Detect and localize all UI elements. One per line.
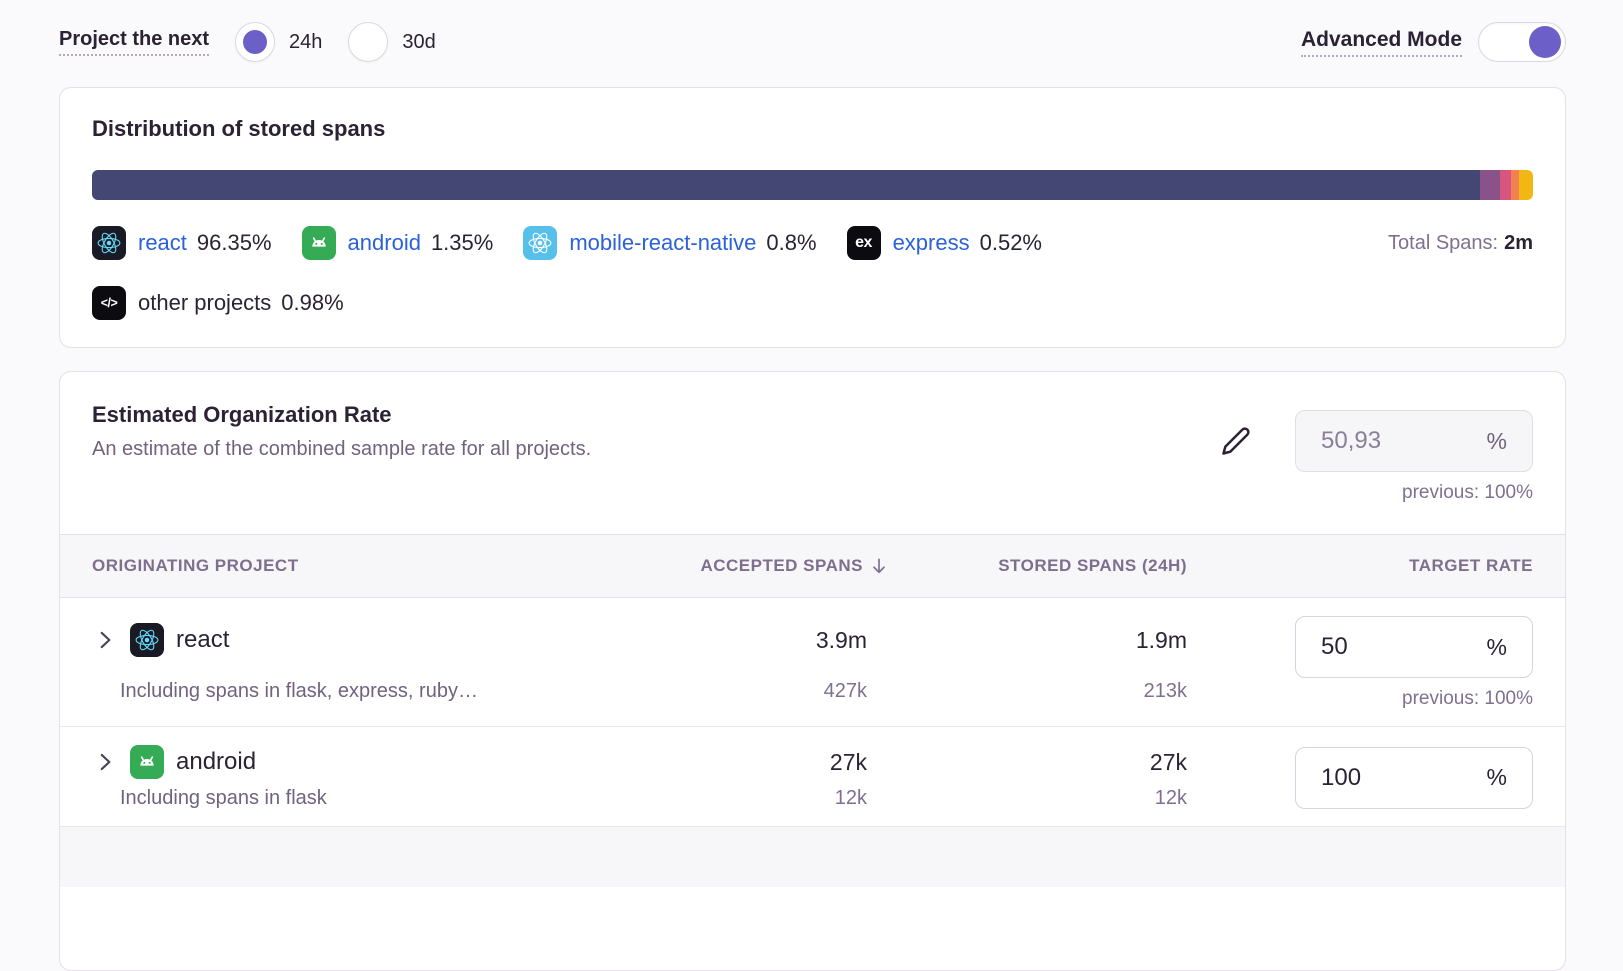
target-rate-input-react[interactable] (1321, 633, 1451, 661)
org-rate-panel: Estimated Organization Rate An estimate … (59, 371, 1566, 971)
legend-link-mobile-react-native[interactable]: mobile-react-native (569, 230, 757, 255)
legend-link-react[interactable]: react (138, 230, 187, 255)
target-rate-input-group-react: % (1295, 616, 1533, 678)
accepted-spans-value: 3.9m (815, 626, 867, 653)
accepted-spans-subvalue: 12k (834, 787, 867, 809)
stored-spans-subvalue: 12k (1154, 787, 1187, 809)
legend-link-android[interactable]: android (347, 230, 421, 255)
org-rate-input-group: % (1295, 410, 1533, 472)
legend-item-android: android 1.35% (301, 226, 494, 260)
expand-chevron-android[interactable] (92, 749, 118, 775)
total-spans-value: 2m (1504, 231, 1533, 254)
col-header-stored-spans: STORED SPANS (24H) (998, 556, 1187, 575)
sort-descending-icon (873, 558, 885, 574)
project-name: react (176, 626, 230, 654)
advanced-mode-toggle[interactable] (1478, 22, 1566, 62)
android-platform-icon (130, 745, 164, 779)
table-row-react: react 3.9m 1.9m % previous: 100% Includi… (60, 598, 1565, 727)
target-rate-input-group-android: % (1295, 746, 1533, 809)
org-rate-previous: previous: 100% (1402, 482, 1533, 503)
table-header: ORIGINATING PROJECT ACCEPTED SPANS STORE… (60, 534, 1565, 598)
react-native-platform-icon (523, 226, 558, 260)
target-rate-unit: % (1486, 764, 1507, 790)
project-subtext: Including spans in flask, express, ruby… (120, 679, 478, 702)
legend-pct-other-projects: 0.98% (281, 290, 344, 315)
legend-pct-mobile-react-native: 0.8% (766, 230, 817, 255)
express-platform-icon: ex (846, 226, 881, 260)
org-rate-header: Estimated Organization Rate An estimate … (60, 372, 1565, 504)
toggle-knob (1529, 26, 1561, 58)
target-rate-unit: % (1486, 633, 1507, 660)
org-rate-description: An estimate of the combined sample rate … (92, 438, 592, 460)
total-spans: Total Spans: 2m (1388, 232, 1533, 255)
sampling-table: ORIGINATING PROJECT ACCEPTED SPANS STORE… (60, 534, 1565, 887)
legend-row-1: react 96.35% android 1.35% mobile-react-… (92, 226, 1533, 260)
target-rate-input-android[interactable] (1321, 763, 1451, 792)
stored-spans-value: 27k (1149, 748, 1187, 775)
expand-chevron-react[interactable] (92, 627, 118, 653)
bar-segment-other[interactable] (1518, 170, 1533, 200)
bar-segment-mobile-react-native[interactable] (1499, 170, 1512, 200)
legend-item-mobile-react-native: mobile-react-native 0.8% (523, 226, 817, 260)
react-platform-icon (130, 623, 164, 658)
radio-24h-label: 24h (289, 30, 323, 53)
legend-pct-react: 96.35% (196, 230, 272, 255)
topbar: Project the next 24h 30d Advanced Mode (0, 0, 1623, 62)
bar-segment-express[interactable] (1511, 170, 1519, 200)
bar-segment-react[interactable] (92, 170, 1481, 200)
android-platform-icon (301, 226, 336, 260)
edit-pencil-icon[interactable] (1221, 426, 1251, 456)
react-platform-icon (92, 226, 126, 260)
stored-spans-value: 1.9m (1135, 626, 1187, 653)
project-the-next-label[interactable]: Project the next (59, 28, 210, 56)
radio-24h[interactable] (235, 22, 276, 62)
project-name: android (176, 748, 257, 775)
legend-item-express: ex express 0.52% (846, 226, 1042, 260)
distribution-panel: Distribution of stored spans react 96.35… (59, 87, 1566, 348)
legend-pct-android: 1.35% (430, 230, 494, 255)
col-header-target-rate: TARGET RATE (1409, 556, 1533, 575)
org-rate-title: Estimated Organization Rate (92, 402, 392, 427)
radio-option-24h[interactable]: 24h (235, 22, 322, 62)
table-row-android: android 27k 27k % Including spans in fla… (60, 727, 1565, 827)
accepted-spans-subvalue: 427k (823, 679, 867, 702)
legend-item-react: react 96.35% (92, 226, 272, 260)
radio-option-30d[interactable]: 30d (348, 22, 436, 62)
bar-segment-android[interactable] (1480, 170, 1500, 200)
target-rate-previous-react: previous: 100% (1402, 688, 1533, 709)
legend-link-express[interactable]: express (892, 230, 970, 255)
legend-row-2: </> other projects 0.98% (92, 286, 1533, 320)
stored-spans-subvalue: 213k (1143, 679, 1187, 702)
period-radio-group: 24h 30d (235, 22, 436, 62)
code-icon: </> (92, 286, 126, 320)
distribution-title: Distribution of stored spans (92, 116, 386, 141)
col-header-originating-project: ORIGINATING PROJECT (92, 556, 299, 575)
accepted-spans-value: 27k (829, 748, 867, 775)
legend-label-other-projects: other projects (138, 290, 272, 315)
project-subtext: Including spans in flask (120, 787, 327, 809)
org-rate-unit: % (1486, 427, 1507, 454)
advanced-mode-label[interactable]: Advanced Mode (1300, 28, 1462, 57)
org-rate-input (1321, 427, 1451, 455)
radio-30d[interactable] (348, 22, 389, 62)
stored-spans-bar (92, 170, 1533, 200)
radio-30d-label: 30d (402, 30, 436, 53)
legend-item-other-projects: </> other projects 0.98% (92, 286, 344, 320)
radio-24h-dot (243, 30, 268, 54)
legend-pct-express: 0.52% (979, 230, 1042, 255)
total-spans-label: Total Spans: (1388, 231, 1499, 254)
col-header-accepted-spans[interactable]: ACCEPTED SPANS (589, 556, 889, 576)
table-footer (60, 827, 1565, 887)
